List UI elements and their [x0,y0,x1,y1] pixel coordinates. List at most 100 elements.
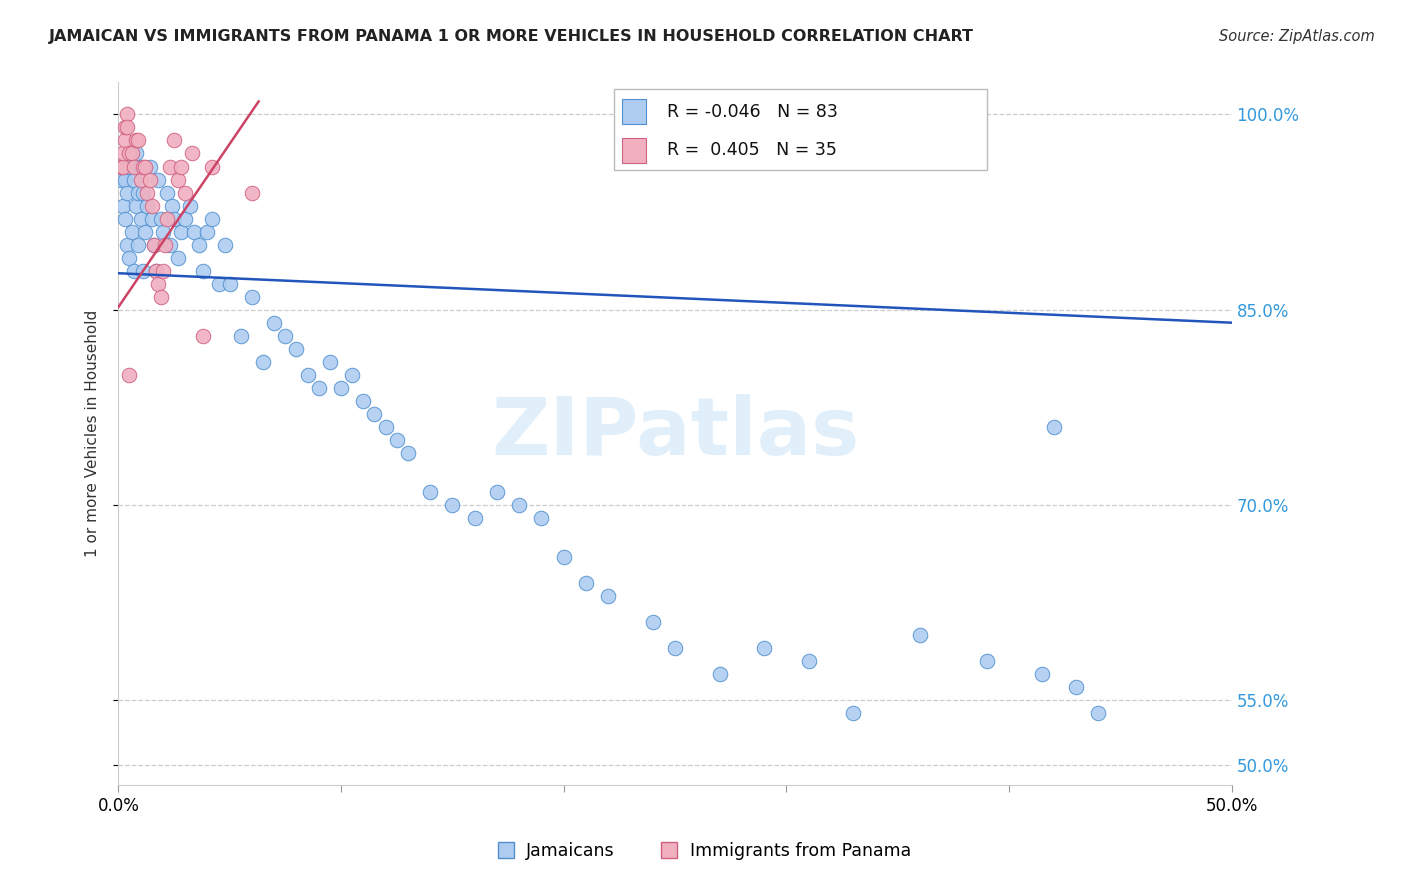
Point [110,160,132,174]
Point [285,342,308,356]
Point [138,172,160,186]
Point [121,146,143,161]
Point [122,160,145,174]
Point [129,172,152,186]
Point [127,237,149,252]
Point [143,237,166,252]
Point [111,160,134,174]
Point [148,277,170,291]
Point [179,198,201,212]
Point [464,511,486,525]
Point [143,237,166,252]
Text: ZIPatlas: ZIPatlas [491,394,859,473]
Point [110,172,132,186]
Point [134,160,156,174]
Point [145,263,167,277]
Point [138,160,160,174]
Point [976,654,998,668]
Point [159,237,181,252]
Point [122,172,145,186]
Point [134,225,156,239]
Point [385,433,408,447]
Point [114,211,136,226]
Point [183,225,205,239]
Point [152,225,174,239]
Point [118,368,141,382]
Point [114,172,136,186]
Point [163,211,186,226]
Point [118,251,141,265]
Bar [621,99,647,124]
Point [156,186,179,200]
Point [201,160,224,174]
Point [352,393,374,408]
Point [274,328,297,343]
Point [136,186,159,200]
Point [114,133,136,147]
Point [141,198,163,212]
Point [598,589,620,603]
Point [553,549,575,564]
Point [908,628,931,642]
Point [201,211,224,226]
Point [752,641,775,656]
Point [117,237,139,252]
Point [117,120,139,135]
Point [1042,419,1064,434]
Point [297,368,319,382]
Point [1087,706,1109,721]
Point [1031,667,1053,681]
FancyBboxPatch shape [614,89,987,169]
Text: R = -0.046   N = 83: R = -0.046 N = 83 [668,103,838,120]
Point [218,277,240,291]
Point [125,198,148,212]
Point [118,146,141,161]
Point [136,198,159,212]
Point [174,211,197,226]
Point [117,186,139,200]
Point [127,133,149,147]
Point [191,263,214,277]
Point [167,172,190,186]
Point [149,211,172,226]
Text: R =  0.405   N = 35: R = 0.405 N = 35 [668,141,837,160]
Legend: Jamaicans, Immigrants from Panama: Jamaicans, Immigrants from Panama [488,836,918,867]
Point [180,146,202,161]
Point [167,251,190,265]
Point [308,381,330,395]
Point [125,133,148,147]
Point [240,186,263,200]
Point [508,498,530,512]
Point [121,146,143,161]
Point [664,641,686,656]
Point [149,290,172,304]
Point [485,484,508,499]
Point [111,146,134,161]
Point [641,615,664,629]
Point [170,225,193,239]
Point [1064,680,1087,694]
Point [111,198,134,212]
Point [160,198,183,212]
Y-axis label: 1 or more Vehicles in Household: 1 or more Vehicles in Household [86,310,100,557]
Point [117,107,139,121]
Point [263,316,285,330]
Point [118,160,141,174]
Point [152,263,174,277]
Point [240,290,263,304]
Point [530,511,553,525]
Point [114,120,136,135]
Text: Source: ZipAtlas.com: Source: ZipAtlas.com [1219,29,1375,44]
Point [125,146,148,161]
Point [374,419,396,434]
Point [191,328,214,343]
Point [252,355,274,369]
Point [419,484,441,499]
Point [132,263,155,277]
Point [363,407,385,421]
Point [330,381,353,395]
Point [127,186,149,200]
Point [340,368,363,382]
Point [229,328,252,343]
Point [153,237,176,252]
